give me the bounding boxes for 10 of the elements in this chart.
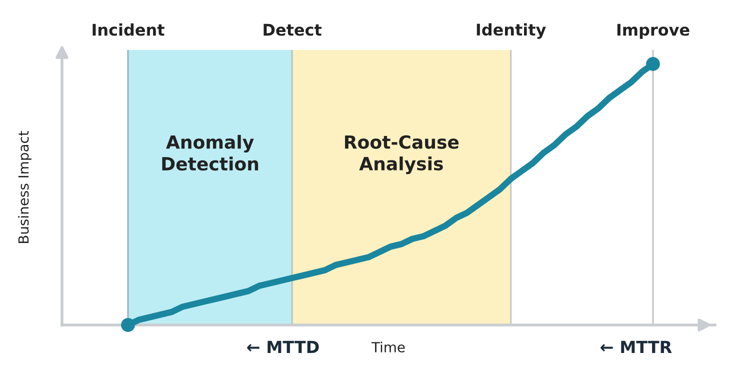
y-axis-title: Business Impact: [18, 130, 32, 243]
text: ← MTTR: [600, 340, 672, 353]
x-tick-label: Improve: [617, 24, 690, 39]
band-label: Root-Cause Analysis: [345, 135, 459, 174]
x-tick-label: Detect: [264, 24, 322, 36]
text: ← MTTD: [247, 340, 319, 353]
band-label: Anomaly Detection: [162, 134, 258, 171]
x-axis-title: Time: [371, 342, 405, 352]
x-tick-label: Incident: [92, 23, 164, 36]
x-tick-label: Identity: [476, 23, 546, 39]
